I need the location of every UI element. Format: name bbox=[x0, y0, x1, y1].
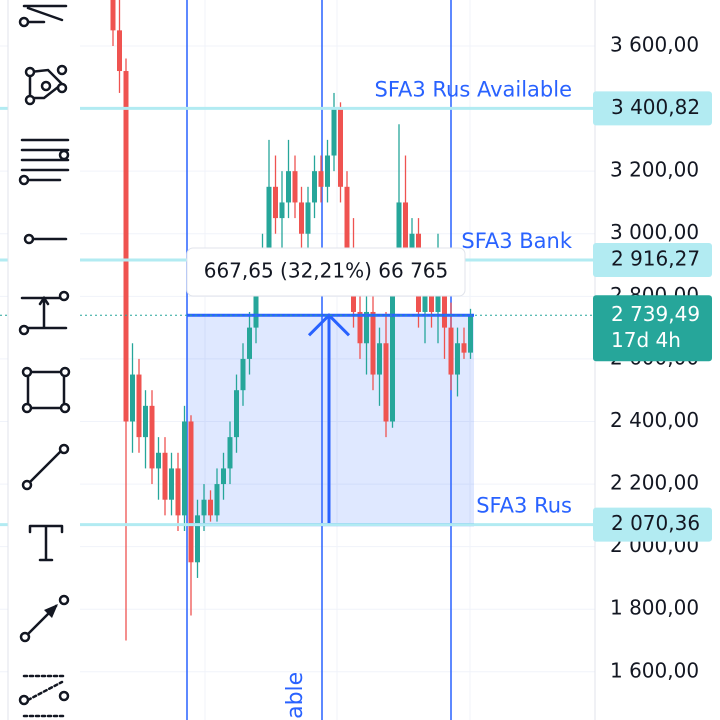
candle-body bbox=[448, 327, 454, 375]
candle-body bbox=[468, 315, 473, 353]
y-tick-label: 1 600,00 bbox=[610, 658, 699, 682]
measure-arrow-head bbox=[307, 313, 351, 337]
candle-body bbox=[286, 171, 291, 203]
measure-label: 667,65 (32,21%) 66 765 bbox=[204, 259, 449, 283]
candle-body bbox=[357, 311, 363, 344]
candle-body bbox=[273, 186, 278, 219]
tool-icon[interactable] bbox=[18, 138, 70, 186]
current-price-badge bbox=[593, 295, 712, 362]
y-tick-label: 2 400,00 bbox=[610, 408, 699, 432]
candle-body bbox=[396, 202, 402, 281]
plot-area: lable SFA3 Rus Available SFA3 Bank SFA3 Rus… bbox=[0, 0, 595, 720]
candle-body bbox=[162, 452, 168, 500]
candle-body bbox=[149, 405, 155, 469]
candle-body bbox=[201, 499, 207, 516]
line-label: SFA3 Rus Available bbox=[374, 77, 572, 101]
y-tick-label: 2 200,00 bbox=[610, 471, 699, 495]
candle-body bbox=[208, 499, 213, 516]
price-badge bbox=[593, 507, 712, 542]
price-badge-label: 2 916,27 bbox=[611, 246, 700, 270]
candle-body bbox=[110, 0, 116, 31]
tool-icon[interactable] bbox=[18, 290, 70, 336]
candle-body bbox=[117, 30, 122, 72]
candle-body bbox=[188, 421, 194, 563]
y-tick-label: 1 800,00 bbox=[610, 596, 699, 620]
candle-body bbox=[214, 484, 220, 516]
price-badge bbox=[593, 91, 712, 126]
countdown-label: 17d 4h bbox=[611, 328, 681, 352]
candle-body bbox=[156, 452, 161, 469]
candle-body bbox=[130, 374, 135, 422]
candle-body bbox=[227, 437, 233, 469]
candle-body bbox=[331, 108, 337, 156]
candle-body bbox=[292, 171, 298, 203]
candle-body bbox=[221, 468, 226, 485]
price-axis: 3 600,003 200,003 000,002 800,002 600,00… bbox=[593, 0, 712, 720]
candle-body bbox=[377, 343, 382, 375]
line-label: SFA3 Rus bbox=[476, 494, 572, 518]
tool-icon[interactable] bbox=[19, 594, 70, 643]
candle-body bbox=[169, 468, 174, 500]
candle-body bbox=[175, 468, 181, 516]
candle-body bbox=[344, 186, 350, 250]
y-tick-label: 3 600,00 bbox=[610, 32, 699, 56]
candle-body bbox=[182, 421, 187, 516]
candle-body bbox=[370, 311, 376, 375]
candle-body bbox=[247, 327, 252, 359]
candle-body bbox=[195, 515, 200, 563]
line-label: SFA3 Bank bbox=[461, 229, 572, 253]
tool-icon[interactable] bbox=[18, 674, 70, 718]
price-badge-label: 2 070,36 bbox=[611, 511, 700, 535]
tool-icon[interactable] bbox=[18, 4, 68, 28]
y-tick-label: 3 000,00 bbox=[610, 220, 699, 244]
candle-body bbox=[455, 343, 460, 375]
candle-body bbox=[312, 171, 317, 203]
candle-body bbox=[390, 280, 395, 422]
candle-body bbox=[383, 343, 389, 422]
candle-body bbox=[266, 186, 272, 250]
candle-body bbox=[364, 311, 369, 344]
candle-body bbox=[136, 374, 142, 438]
candle-body bbox=[123, 71, 129, 422]
candle-body bbox=[143, 405, 148, 438]
candle-body bbox=[442, 296, 447, 328]
candle-body bbox=[240, 358, 246, 391]
candle-body bbox=[435, 296, 441, 312]
candle-body bbox=[403, 202, 408, 266]
candle-body bbox=[305, 202, 311, 234]
tool-icon[interactable] bbox=[28, 524, 64, 562]
y-tick-label: 3 200,00 bbox=[610, 158, 699, 182]
price-badge-label: 3 400,82 bbox=[611, 95, 700, 119]
tool-icon[interactable] bbox=[21, 443, 70, 491]
candle-body bbox=[461, 343, 467, 353]
candle-body bbox=[318, 171, 324, 187]
tool-icon[interactable] bbox=[23, 233, 68, 245]
candle-body bbox=[338, 108, 343, 187]
tool-icon[interactable] bbox=[24, 64, 68, 106]
measure-label-box bbox=[186, 247, 466, 297]
candle-body bbox=[299, 202, 304, 234]
candle-body bbox=[279, 202, 285, 219]
candle-body bbox=[325, 155, 330, 187]
annotation: lable bbox=[283, 672, 308, 720]
tool-icon[interactable] bbox=[21, 366, 71, 414]
candle-body bbox=[253, 280, 259, 328]
candle-body bbox=[234, 390, 239, 438]
price-badge bbox=[593, 242, 712, 277]
current-price-label: 2 739,49 bbox=[611, 302, 700, 326]
toolbar bbox=[7, 0, 80, 720]
